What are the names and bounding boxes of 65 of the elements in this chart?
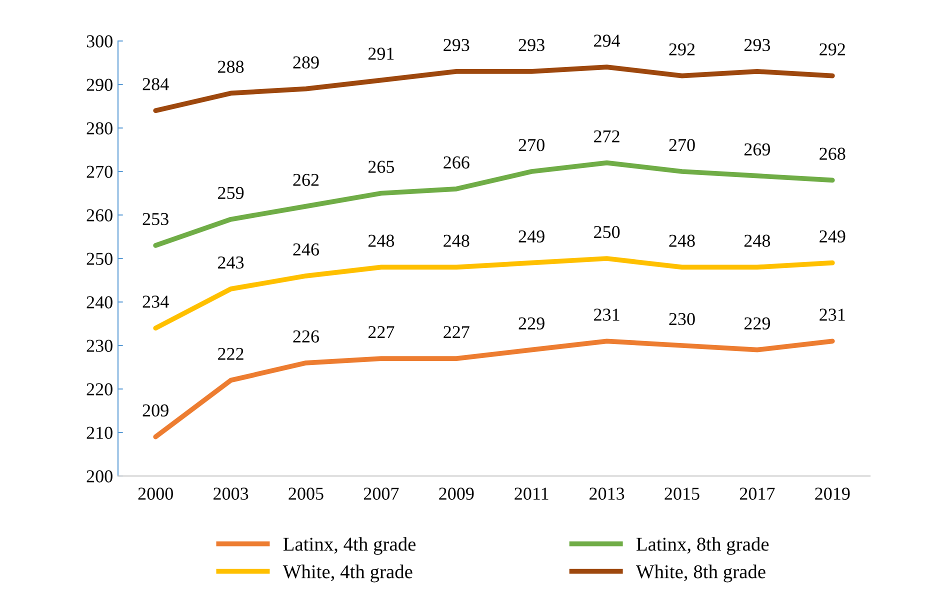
data-label: 234 (142, 296, 169, 308)
data-label: 230 (669, 312, 695, 326)
data-label: 288 (218, 60, 244, 73)
data-label: 253 (142, 212, 168, 226)
y-tick-label: 210 (86, 426, 112, 439)
y-tick-label: 220 (86, 383, 112, 396)
data-label: 231 (820, 308, 845, 321)
data-label: 270 (669, 138, 695, 152)
x-tick-label: 2007 (364, 488, 399, 500)
legend-label: Latinx, 4th grade (283, 537, 416, 555)
legend-label: White, 4th grade (282, 564, 412, 582)
x-tick-label: 2015 (664, 488, 700, 500)
legend-label: Latinx, 8th grade (636, 537, 769, 555)
data-label: 226 (293, 330, 320, 343)
data-label: 284 (142, 78, 169, 90)
data-label: 289 (293, 56, 319, 69)
data-label: 265 (368, 160, 394, 173)
y-tick-label: 230 (86, 340, 112, 352)
data-label: 248 (669, 234, 695, 247)
data-label: 227 (368, 326, 394, 338)
data-label: 249 (518, 230, 544, 243)
data-label: 222 (218, 348, 244, 360)
data-label: 293 (444, 38, 470, 52)
y-tick-label: 240 (86, 296, 112, 308)
data-label: 292 (820, 43, 845, 56)
x-tick-label: 2000 (138, 488, 173, 500)
data-label: 250 (594, 226, 620, 238)
data-label: 268 (820, 148, 846, 160)
data-label: 248 (444, 234, 470, 247)
y-tick-label: 290 (86, 78, 112, 91)
data-label: 272 (594, 130, 620, 142)
data-label: 291 (368, 48, 394, 60)
data-label: 231 (594, 308, 620, 321)
data-label: 227 (444, 326, 470, 338)
data-label: 243 (218, 256, 244, 269)
x-tick-label: 2017 (740, 488, 775, 500)
data-label: 270 (518, 138, 544, 152)
legend-label: White, 8th grade (636, 564, 766, 582)
y-tick-label: 200 (86, 470, 112, 482)
data-label: 259 (218, 186, 244, 200)
x-tick-label: 2005 (288, 488, 324, 500)
data-label: 246 (293, 243, 320, 256)
data-label: 266 (444, 156, 470, 169)
data-label: 292 (669, 43, 695, 56)
data-label: 229 (744, 317, 770, 330)
y-tick-label: 260 (86, 209, 112, 222)
data-label: 248 (368, 234, 394, 247)
data-label: 229 (518, 317, 544, 330)
x-tick-label: 2019 (815, 488, 850, 500)
data-label: 269 (744, 143, 770, 156)
y-tick-label: 270 (86, 166, 112, 178)
x-tick-label: 2009 (439, 488, 474, 500)
data-label: 294 (594, 34, 620, 47)
y-tick-label: 300 (86, 35, 112, 48)
y-tick-label: 280 (86, 122, 112, 134)
data-label: 293 (518, 38, 544, 52)
data-label: 248 (744, 234, 770, 247)
data-label: 293 (744, 38, 770, 52)
data-label: 262 (293, 174, 319, 186)
x-tick-label: 2011 (514, 488, 548, 500)
x-tick-label: 2013 (590, 488, 624, 500)
data-label: 209 (142, 404, 168, 417)
x-tick-label: 2003 (214, 488, 248, 500)
y-tick-label: 250 (86, 252, 112, 265)
data-label: 249 (820, 230, 846, 243)
